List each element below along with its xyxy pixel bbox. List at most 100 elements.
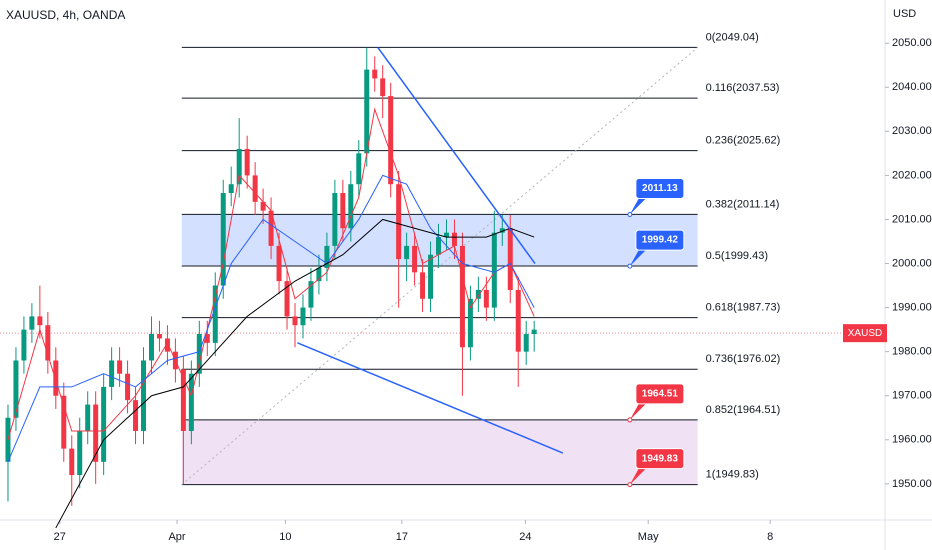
- candle-body: [212, 285, 218, 343]
- candle-body: [69, 448, 75, 476]
- fib-label: 0.116(2037.53): [706, 82, 780, 94]
- trendline: [377, 47, 536, 264]
- candle-body: [220, 193, 226, 286]
- callout-box: [629, 466, 648, 485]
- candle-body: [244, 148, 250, 176]
- candle-body: [412, 245, 418, 273]
- candle-body: [156, 334, 162, 339]
- candle-body: [332, 193, 338, 246]
- candle-body: [77, 430, 83, 476]
- fib-label: 0.5(1999.43): [706, 250, 768, 262]
- candle-body: [93, 404, 99, 462]
- candle-body: [292, 316, 298, 326]
- candle-body: [260, 201, 266, 211]
- moving-average: [55, 218, 535, 529]
- candle-body: [467, 298, 473, 348]
- candle-body: [300, 307, 306, 326]
- y-tick-label: 1960.00: [892, 434, 932, 446]
- candle-body: [483, 289, 489, 308]
- candle-body: [324, 245, 330, 268]
- fib-label: 0.236(2025.62): [706, 135, 781, 147]
- candle-body: [475, 289, 481, 299]
- candle-body: [531, 329, 537, 335]
- candle-body: [499, 228, 505, 233]
- fib-label: 0.618(1987.73): [706, 302, 781, 314]
- callout-box: [629, 248, 648, 267]
- candle-body: [340, 193, 346, 229]
- candle-body: [228, 184, 234, 194]
- candle-body: [101, 386, 107, 462]
- x-tick-label: May: [638, 531, 659, 543]
- candle-body: [428, 254, 434, 299]
- candle-body: [380, 78, 386, 97]
- x-tick-label: 10: [279, 531, 291, 543]
- candle-body: [5, 417, 11, 462]
- fib-label: 0(2049.04): [706, 31, 759, 43]
- candle-body: [37, 316, 43, 326]
- x-tick-label: 24: [519, 531, 531, 543]
- candle-body: [420, 272, 426, 299]
- candle-body: [61, 395, 67, 449]
- candle-body: [117, 360, 123, 374]
- x-tick-label: 8: [767, 531, 773, 543]
- moving-average: [7, 107, 535, 440]
- candle-body: [356, 153, 362, 185]
- y-tick-label: 1970.00: [892, 390, 932, 402]
- candle-body: [451, 232, 457, 246]
- y-tick-label: 1950.00: [892, 478, 932, 490]
- fib-label: 0.736(1976.02): [706, 353, 781, 365]
- callout-label: 1964.51: [642, 389, 679, 400]
- zone: [181, 419, 698, 485]
- candle-body: [268, 210, 274, 246]
- candle-body: [21, 329, 27, 361]
- candle-body: [364, 69, 370, 154]
- candle-body: [13, 360, 19, 418]
- candle-body: [348, 184, 354, 229]
- chart-title: XAUUSD, 4h, OANDA: [6, 8, 125, 22]
- callout-label: 2011.13: [642, 183, 678, 194]
- x-tick-label: Apr: [168, 531, 185, 543]
- y-tick-label: 2000.00: [892, 257, 932, 269]
- candle-body: [236, 148, 242, 185]
- candle-body: [443, 232, 449, 238]
- callout-anchor: [627, 417, 633, 423]
- axis-unit: USD: [893, 8, 916, 20]
- trendline: [297, 342, 564, 454]
- candle-body: [133, 400, 139, 431]
- y-tick-label: 2010.00: [892, 213, 932, 225]
- candle-body: [491, 232, 497, 308]
- candle-body: [404, 245, 410, 260]
- candle-body: [109, 360, 115, 387]
- callout-anchor: [627, 482, 633, 488]
- candle-body: [515, 289, 521, 352]
- callout-anchor: [627, 211, 633, 217]
- callout-label: 1949.83: [642, 453, 679, 464]
- callout-box: [635, 177, 685, 199]
- callout-label: 1999.42: [642, 235, 679, 246]
- callout-box: [635, 229, 685, 251]
- candle-body: [141, 360, 147, 431]
- callout-box: [635, 448, 685, 470]
- candle-body: [204, 334, 210, 343]
- candle-body: [180, 369, 186, 431]
- candle-body: [316, 267, 322, 282]
- price-tag-label: XAUSD: [848, 328, 882, 339]
- candle-body: [308, 281, 314, 308]
- candle-body: [507, 228, 513, 290]
- fib-label: 1(1949.83): [706, 469, 759, 481]
- callout-box: [629, 196, 648, 215]
- candle-body: [29, 316, 35, 330]
- fib-label: 0.382(2011.14): [706, 198, 780, 210]
- y-tick-label: 2030.00: [892, 125, 932, 137]
- candle-body: [148, 334, 154, 361]
- price-tag: [843, 324, 887, 343]
- y-tick-label: 2020.00: [892, 169, 932, 181]
- y-tick-label: 2050.00: [892, 37, 932, 49]
- candle-body: [252, 175, 258, 202]
- candle-body: [436, 237, 442, 255]
- y-tick-label: 1990.00: [892, 301, 932, 313]
- callout-anchor: [627, 263, 633, 269]
- candle-body: [188, 373, 194, 431]
